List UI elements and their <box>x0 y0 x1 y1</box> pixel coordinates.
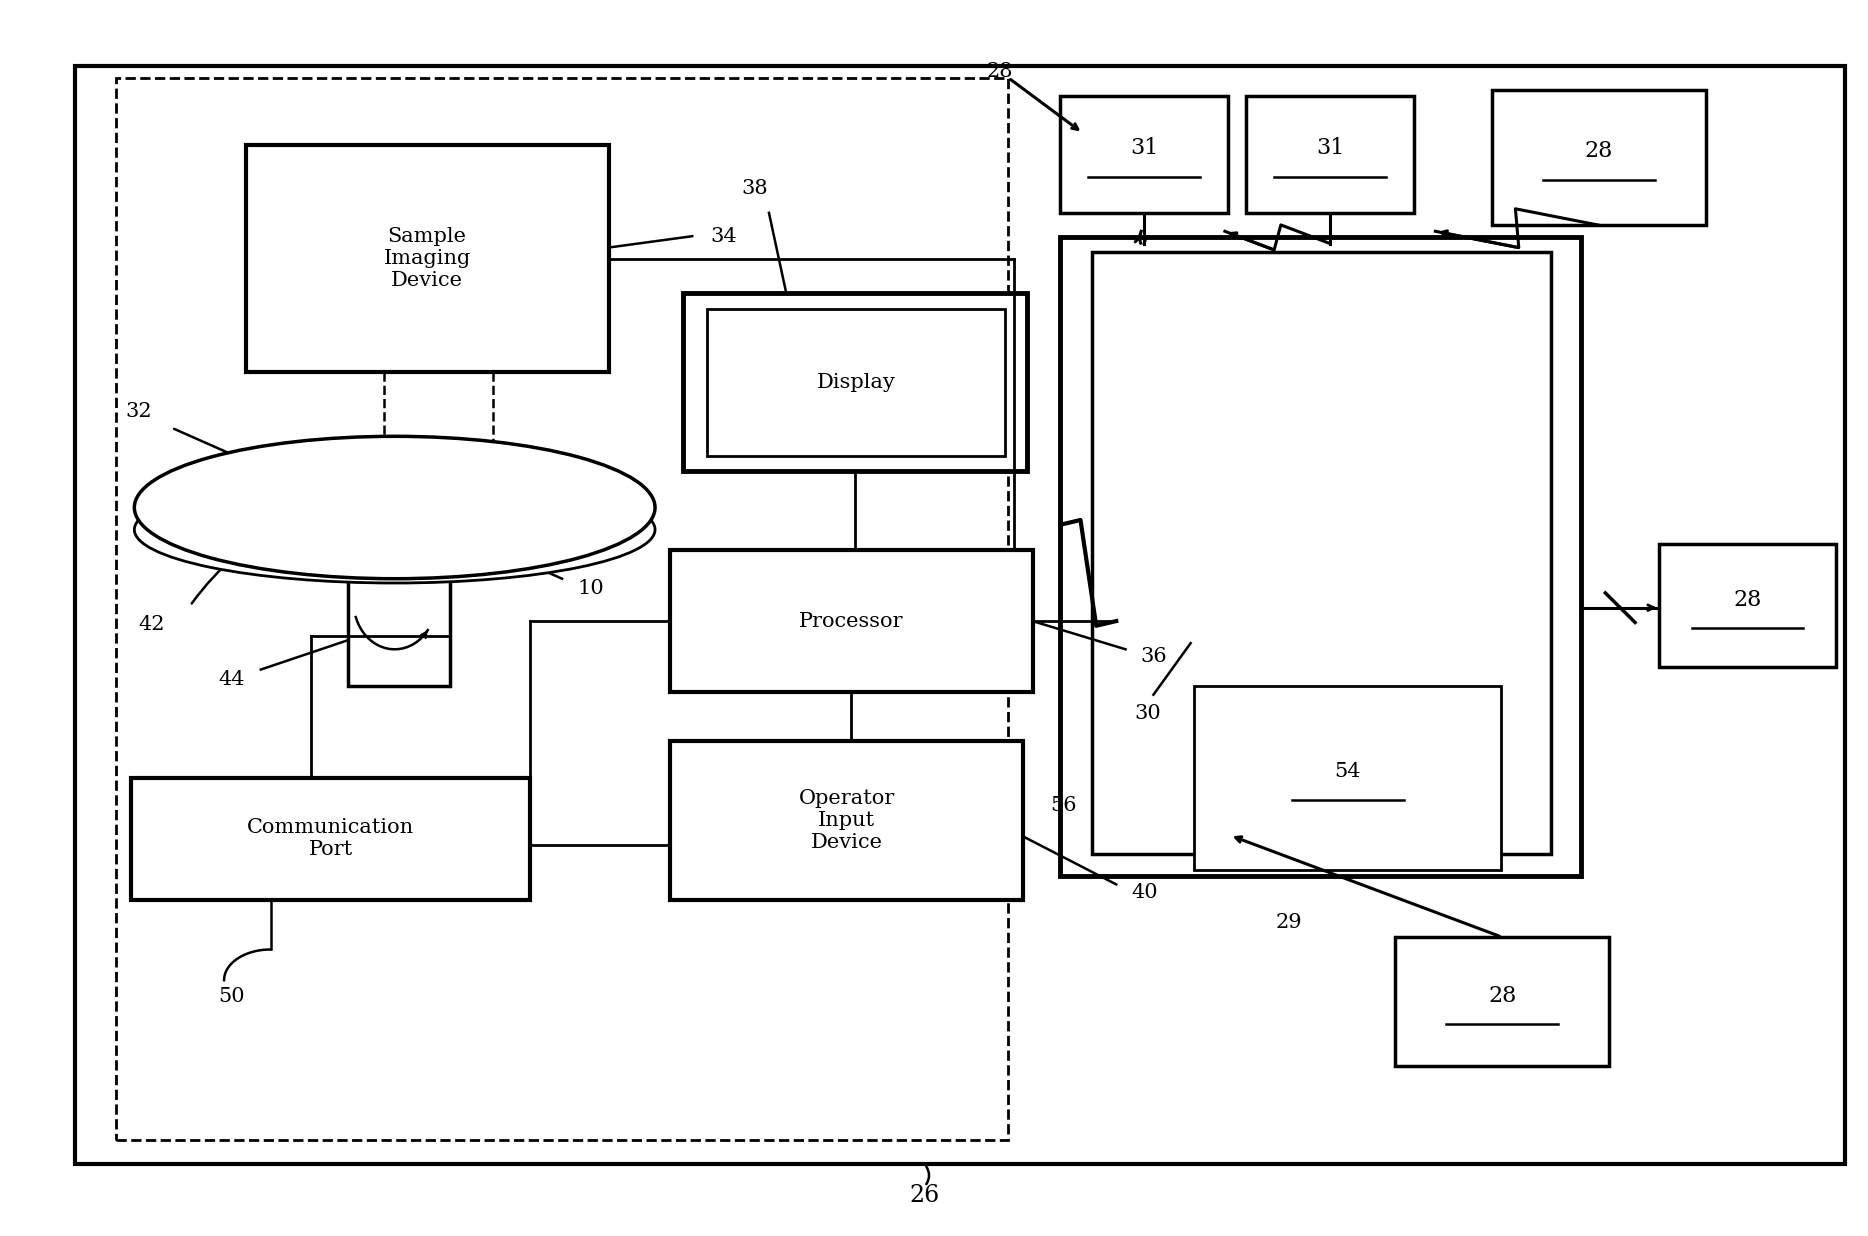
Ellipse shape <box>134 476 656 583</box>
Text: 36: 36 <box>1141 646 1168 666</box>
Bar <box>708 309 1005 456</box>
Text: 32: 32 <box>125 402 151 421</box>
Bar <box>1395 937 1608 1067</box>
Text: 54: 54 <box>1334 761 1362 781</box>
Text: Communication
Port: Communication Port <box>247 818 415 859</box>
Text: 28: 28 <box>986 62 1012 82</box>
Text: 30: 30 <box>1136 703 1162 723</box>
Bar <box>671 740 1024 900</box>
Bar <box>131 777 531 900</box>
Text: 44: 44 <box>219 670 245 688</box>
Text: 40: 40 <box>1132 883 1158 902</box>
Bar <box>347 520 450 686</box>
Text: 29: 29 <box>1276 913 1302 932</box>
Text: 26: 26 <box>910 1184 940 1206</box>
Bar <box>1061 237 1580 876</box>
Text: Sample
Imaging
Device: Sample Imaging Device <box>383 227 471 290</box>
Text: 31: 31 <box>1130 137 1158 159</box>
Bar <box>1061 96 1227 213</box>
Text: 56: 56 <box>1050 796 1078 815</box>
Text: 28: 28 <box>1489 985 1517 1006</box>
Bar <box>1493 90 1705 225</box>
Bar <box>75 66 1846 1164</box>
Text: 10: 10 <box>577 578 603 598</box>
Text: 42: 42 <box>138 614 164 634</box>
Text: 50: 50 <box>219 986 245 1006</box>
Text: Display: Display <box>816 373 895 392</box>
Bar <box>671 550 1033 692</box>
Ellipse shape <box>134 436 656 578</box>
Text: 28: 28 <box>1734 588 1762 611</box>
Bar <box>684 293 1027 471</box>
Text: 38: 38 <box>742 179 768 198</box>
Bar <box>116 78 1009 1140</box>
Bar <box>1093 252 1552 854</box>
Bar <box>1194 686 1502 870</box>
Text: 28: 28 <box>1584 141 1614 162</box>
Bar <box>1659 544 1836 667</box>
Bar <box>1246 96 1414 213</box>
Bar <box>247 146 609 372</box>
Bar <box>368 502 430 538</box>
Text: Processor: Processor <box>800 612 904 630</box>
Text: 31: 31 <box>1315 137 1345 159</box>
Text: 34: 34 <box>712 226 738 246</box>
Text: Operator
Input
Device: Operator Input Device <box>798 789 895 852</box>
